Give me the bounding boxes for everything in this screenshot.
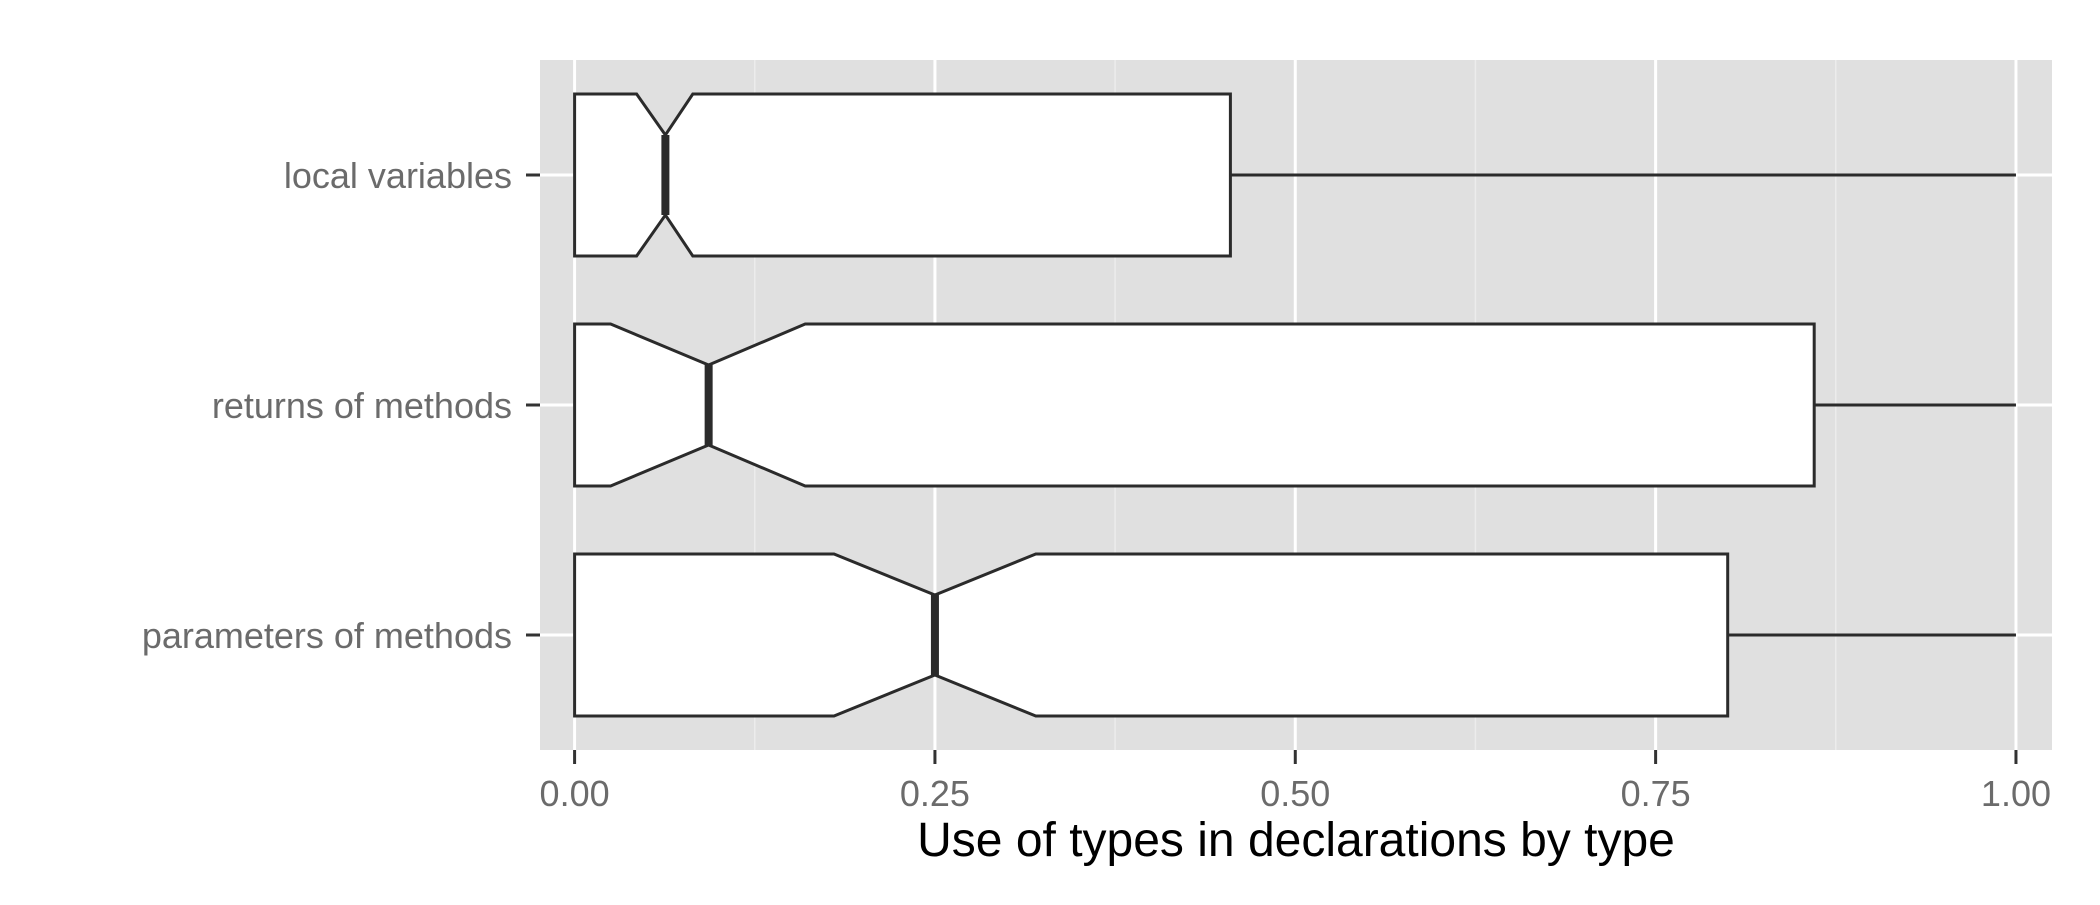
y-tick-label: parameters of methods bbox=[142, 615, 512, 656]
y-axis: parameters of methods returns of methods l… bbox=[142, 155, 540, 656]
notched-box bbox=[573, 92, 1232, 258]
box-local-variables bbox=[573, 92, 2016, 258]
y-tick-label: local variables bbox=[284, 155, 512, 196]
y-tick-label: returns of methods bbox=[212, 385, 512, 426]
x-axis: 0.00 0.25 0.50 0.75 1.00 bbox=[540, 750, 2051, 814]
x-tick-label: 0.25 bbox=[900, 773, 970, 814]
x-tick-label: 0.50 bbox=[1260, 773, 1330, 814]
x-axis-title: Use of types in declarations by type bbox=[917, 814, 1675, 867]
box-returns-of-methods bbox=[573, 322, 2016, 488]
notched-box bbox=[573, 552, 1730, 718]
notched-box bbox=[573, 322, 1816, 488]
x-tick-label: 0.00 bbox=[540, 773, 610, 814]
box-parameters-of-methods bbox=[573, 552, 2016, 718]
x-tick-label: 0.75 bbox=[1621, 773, 1691, 814]
boxes-layer bbox=[573, 92, 2016, 718]
x-tick-label: 1.00 bbox=[1981, 773, 2051, 814]
